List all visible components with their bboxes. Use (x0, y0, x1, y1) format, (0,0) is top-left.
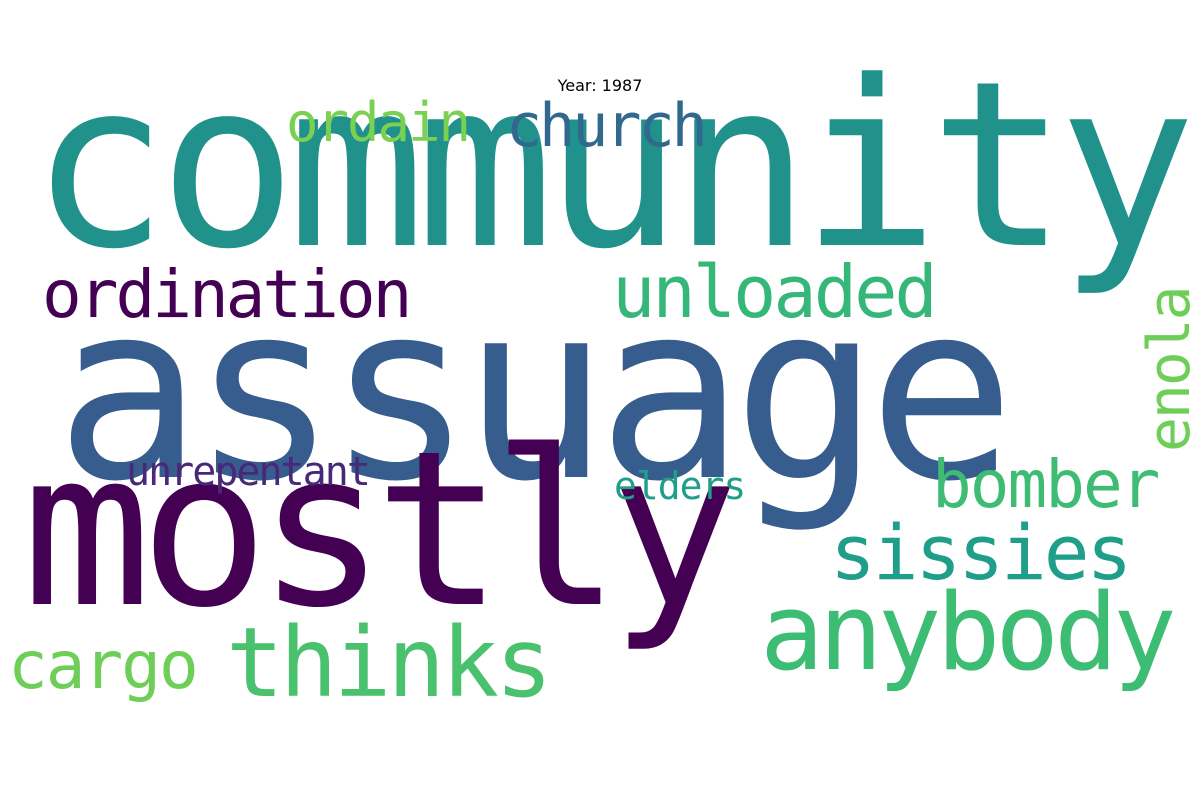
word-church: church (506, 91, 708, 161)
word-bomber: bomber (932, 446, 1160, 523)
word-unrepentant: unrepentant (126, 449, 371, 495)
word-enola: enola (1135, 287, 1200, 452)
word-cargo: cargo (8, 627, 199, 704)
word-anybody: anybody (760, 571, 1177, 694)
word-ordination: ordination (42, 256, 412, 333)
word-ordain: ordain (286, 91, 471, 154)
word-assuage: assuage (55, 250, 1016, 535)
chart-title: Year: 1987 (557, 76, 643, 95)
word-thinks: thinks (226, 607, 553, 719)
word-mostly: mostly (22, 404, 739, 655)
word-elders: elders (614, 464, 746, 508)
word-community: community (30, 33, 1196, 300)
word-sissies: sissies (830, 508, 1132, 597)
word-unloaded: unloaded (612, 250, 938, 334)
